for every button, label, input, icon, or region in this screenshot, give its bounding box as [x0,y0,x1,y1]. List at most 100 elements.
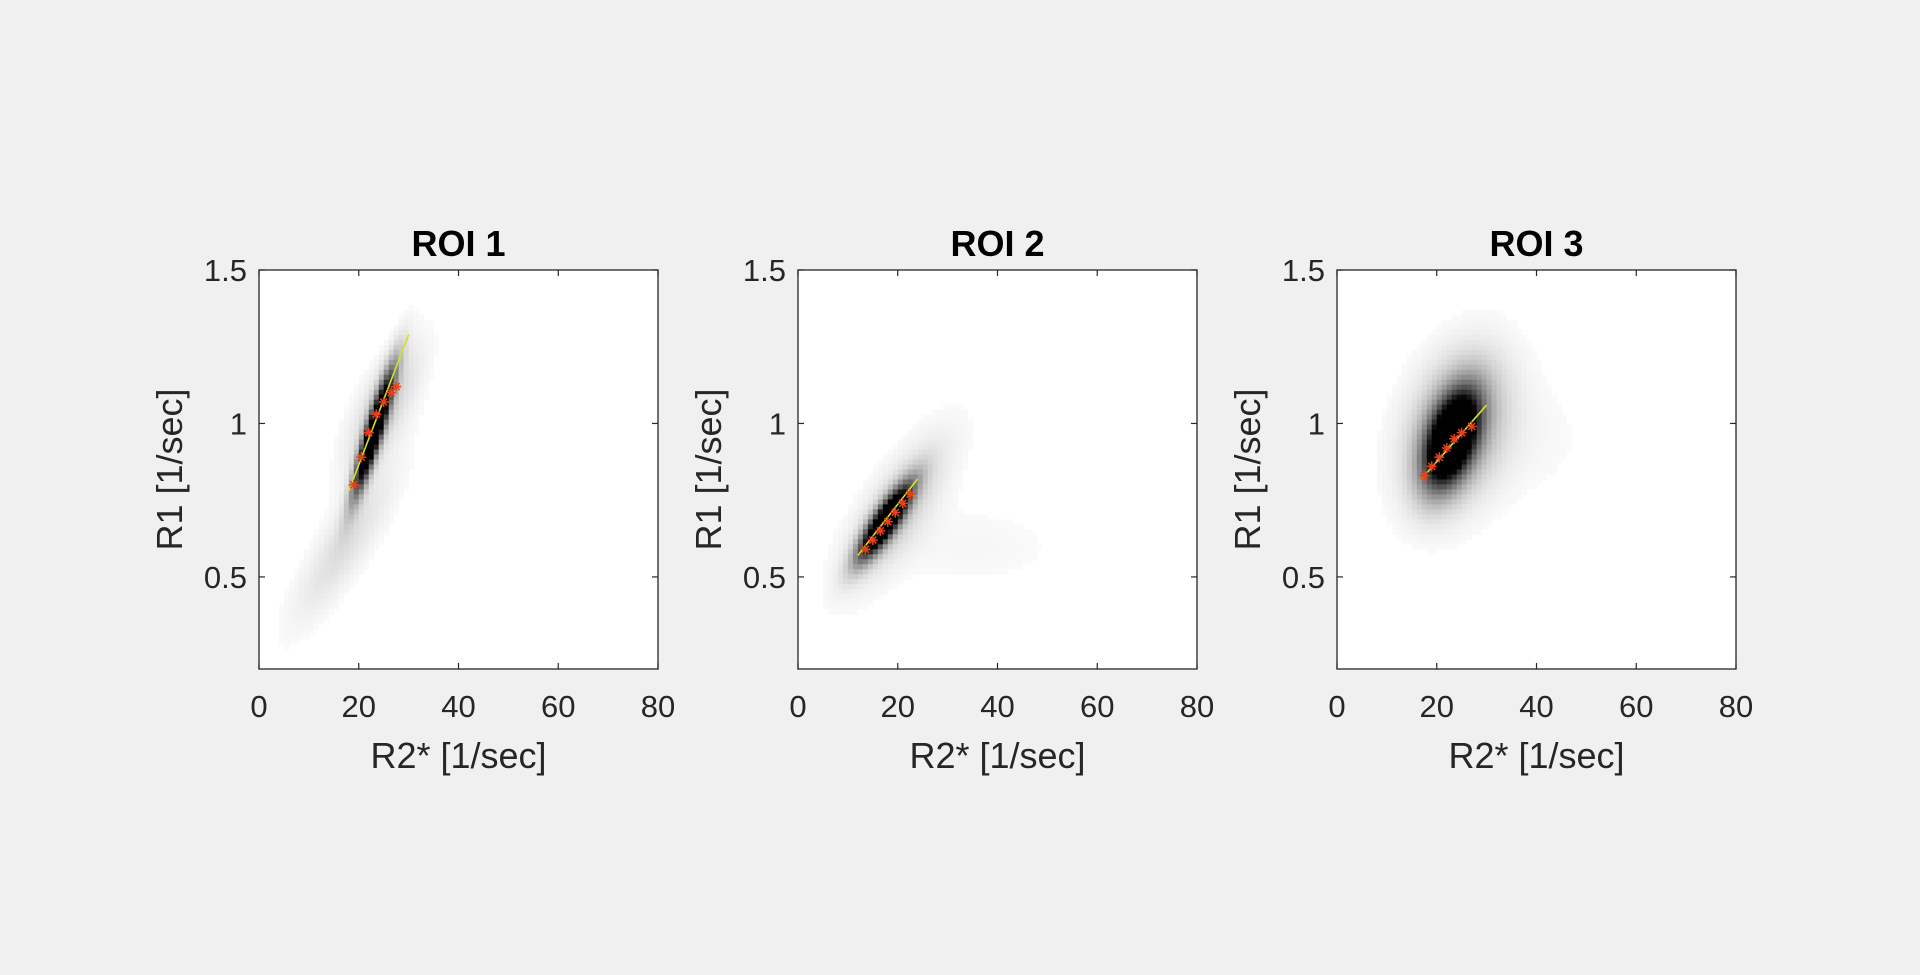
heatmap-cell [942,529,949,535]
heatmap-cell [398,399,405,406]
heatmap-cell [952,499,958,505]
heatmap-cell [1516,344,1522,351]
heatmap-cell [408,459,415,465]
heatmap-cell [942,504,949,510]
y-axis-label: R1 [1/sec] [1227,388,1268,550]
y-tick-label: 0.5 [1282,560,1325,595]
heatmap-cell [1541,459,1547,465]
heatmap-cell [388,384,395,391]
heatmap-cell [328,524,335,530]
heatmap-cell [1396,504,1403,510]
heatmap-cell [902,444,909,450]
heatmap-cell [1531,449,1537,455]
heatmap-cell [1516,399,1522,406]
heatmap-cell [862,529,869,535]
heatmap-cell [1421,459,1428,465]
heatmap-cell [1486,444,1493,450]
heatmap-cell [383,424,390,430]
heatmap-cell [1431,394,1438,401]
heatmap-cell [343,409,350,416]
heatmap-cell [912,429,919,435]
heatmap-cell [857,544,864,550]
heatmap-cell [1022,539,1028,545]
heatmap-cell [363,539,370,545]
heatmap-cell [363,464,370,470]
heatmap-cell [1506,434,1512,440]
heatmap-cell [1391,504,1398,510]
heatmap-cell [368,509,375,515]
data-marker [1456,427,1467,438]
heatmap-cell [1521,439,1527,445]
heatmap-cell [987,549,993,555]
heatmap-cell [343,439,350,445]
heatmap-cell [912,554,919,560]
heatmap-cell [388,484,395,490]
heatmap-cell [283,594,290,600]
heatmap-cell [398,359,405,366]
heatmap-cell [867,579,874,585]
heatmap-cell [303,634,310,640]
heatmap-cell [358,564,365,570]
heatmap-cell [388,399,395,406]
heatmap-cell [373,454,380,460]
heatmap-cell [1486,399,1493,406]
heatmap-cell [373,499,380,505]
heatmap-cell [827,594,834,600]
heatmap-cell [323,519,330,525]
heatmap-cell [363,519,370,525]
heatmap-cell [867,584,874,590]
heatmap-cell [1481,494,1488,500]
heatmap-cell [368,389,375,396]
heatmap-cell [847,509,854,515]
heatmap-cell [1471,329,1478,336]
heatmap-cell [1456,469,1463,475]
heatmap-cell [892,574,899,580]
heatmap-cell [927,459,934,465]
heatmap-cell [388,349,395,356]
heatmap-cell [942,454,949,460]
heatmap-cell [1486,344,1493,351]
heatmap-cell [1401,409,1408,416]
heatmap-cell [408,394,415,401]
heatmap-cell [1436,344,1443,351]
heatmap-cell [1536,444,1542,450]
heatmap-cell [1381,429,1388,435]
chart-title: ROI 2 [950,223,1044,264]
heatmap-cell [947,494,954,500]
heatmap-cell [847,519,854,525]
heatmap-cell [1481,474,1488,480]
heatmap-cell [398,474,405,480]
heatmap-cell [348,559,355,565]
heatmap-cell [1471,374,1478,381]
heatmap-cell [1526,454,1532,460]
heatmap-cell [897,559,904,565]
heatmap-cell [1496,409,1502,416]
heatmap-cell [368,539,375,545]
heatmap-cell [338,564,345,570]
heatmap-cell [398,414,405,421]
heatmap-cell [917,569,924,575]
heatmap-cell [1496,359,1502,366]
heatmap-cell [353,524,360,530]
heatmap-cell [1381,444,1388,450]
heatmap-cell [1526,339,1532,346]
heatmap-cell [937,504,944,510]
heatmap-cell [842,584,849,590]
heatmap-cell [338,514,345,520]
heatmap-cell [1456,349,1463,356]
heatmap-cell [323,544,330,550]
heatmap-cell [313,619,320,625]
heatmap-cell [348,574,355,580]
heatmap-cell [877,469,884,475]
heatmap-cell [1466,339,1473,346]
heatmap-cell [1456,494,1463,500]
heatmap-cell [952,424,958,430]
heatmap-cell [1406,534,1413,540]
heatmap-cell [1501,359,1507,366]
heatmap-cell [887,574,894,580]
heatmap-cell [862,494,869,500]
heatmap-cell [1476,454,1483,460]
heatmap-cell [1411,374,1418,381]
data-marker [378,396,389,407]
